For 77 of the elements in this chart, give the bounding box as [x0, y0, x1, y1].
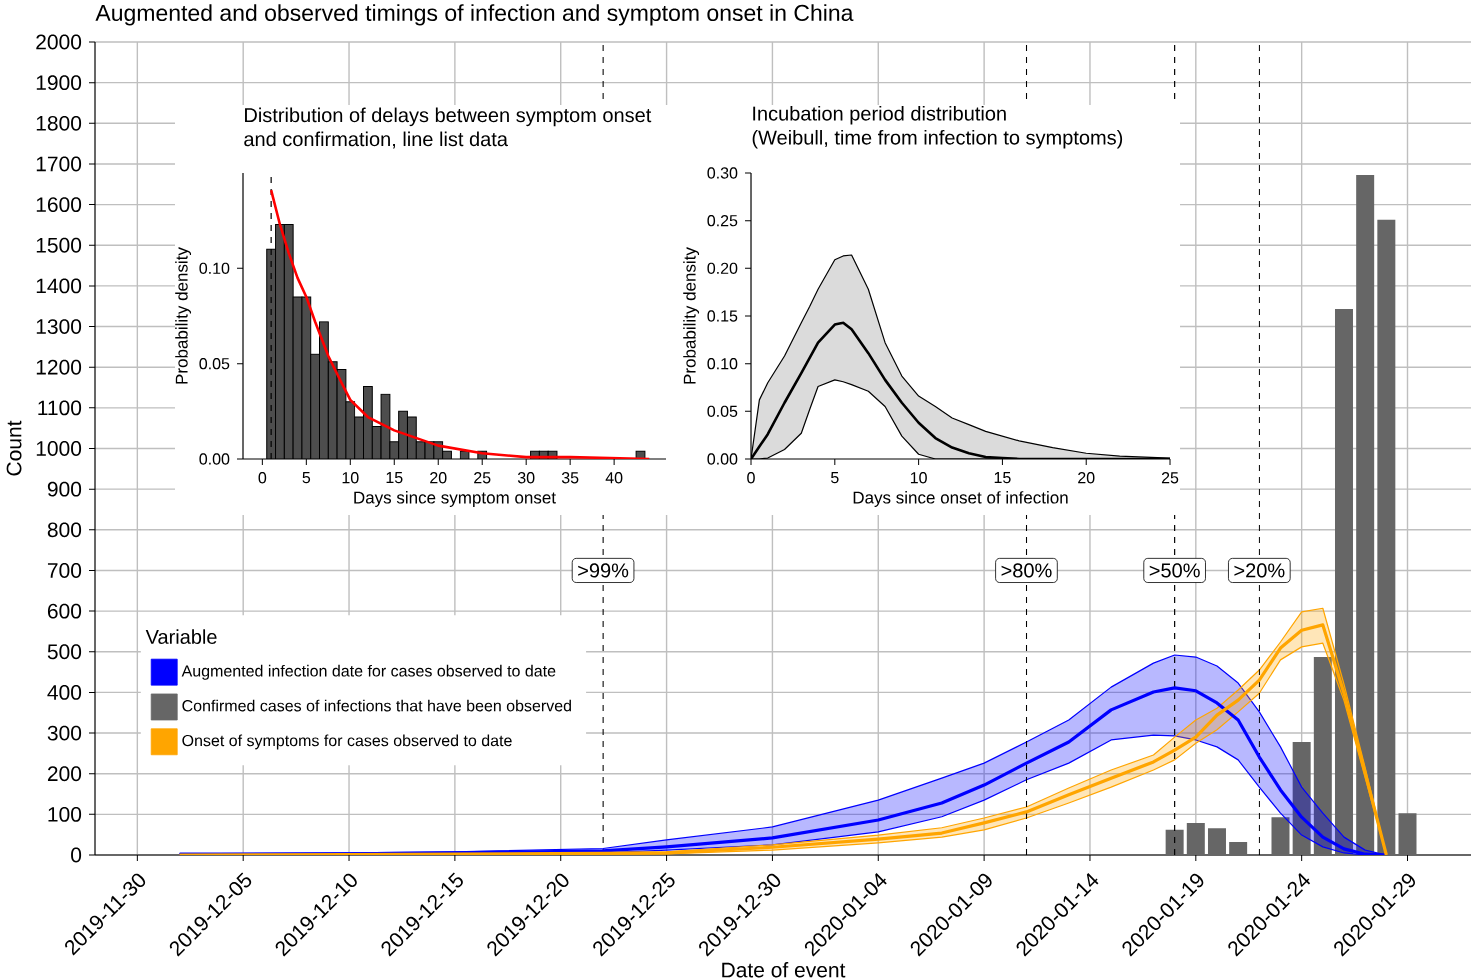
- y-tick-label: 1300: [36, 319, 82, 334]
- y-tick-label: 1000: [36, 441, 82, 456]
- x-tick-label: 35: [561, 472, 579, 484]
- y-tick-label: 2000: [36, 34, 82, 50]
- bar: [1229, 841, 1248, 855]
- y-tick-label: 0.00: [707, 453, 738, 465]
- y-axis-title: Count: [6, 420, 22, 476]
- y-tick-label: 200: [47, 766, 82, 782]
- y-tick-label: 1100: [38, 400, 82, 416]
- y-tick-label: 1500: [36, 237, 82, 253]
- x-tick-label: 5: [830, 472, 839, 484]
- bar: [1335, 309, 1353, 855]
- chart-title: Augmented and observed timings of infection and symptom onset in China: [95, 4, 854, 26]
- y-axis-title: Probability density: [683, 247, 700, 384]
- y-tick-label: 500: [47, 644, 82, 660]
- bar: [1398, 813, 1417, 855]
- bar: [1271, 817, 1290, 855]
- y-tick-label: 0.15: [707, 310, 738, 322]
- y-tick-label: 0.25: [707, 215, 738, 227]
- y-tick-label: 0.10: [199, 262, 230, 274]
- x-tick-label: 5: [302, 472, 311, 484]
- ref-line-label: >50%: [1149, 563, 1200, 578]
- x-axis-title: Days since onset of infection: [853, 491, 1068, 507]
- legend-title: Variable: [145, 629, 217, 644]
- y-tick-label: 1700: [36, 156, 82, 172]
- y-tick-label: 300: [47, 725, 82, 741]
- bar: [1377, 219, 1396, 855]
- y-tick-label: 700: [47, 563, 82, 578]
- x-tick-label: 25: [474, 472, 491, 484]
- x-tick-label: 20: [430, 472, 447, 484]
- y-tick-label: 0.30: [707, 167, 738, 179]
- y-tick-label: 0.05: [199, 358, 230, 370]
- legend-label: Confirmed cases of infections that have been observed: [182, 699, 571, 712]
- bar: [1165, 829, 1184, 855]
- x-axis-title: Date of event: [722, 962, 846, 978]
- chart-subtitle: (Weibull, time from infection to symptoms): [752, 129, 1123, 149]
- x-tick-label: 30: [517, 472, 535, 484]
- x-tick-label: 40: [605, 472, 623, 484]
- y-tick-label: 900: [47, 481, 82, 497]
- legend-label: Augmented infection date for cases observed to date: [181, 664, 556, 680]
- y-tick-label: 800: [47, 522, 82, 538]
- y-axis-title: Probability density: [175, 247, 192, 384]
- ref-line-label: >20%: [1234, 563, 1285, 578]
- bar: [1356, 174, 1375, 855]
- bar: [1186, 822, 1205, 855]
- x-tick-label: 25: [1161, 472, 1179, 484]
- y-tick-label: 400: [47, 684, 82, 700]
- x-tick-label: 10: [342, 472, 359, 484]
- y-tick-label: 0.10: [707, 358, 738, 370]
- x-tick-label: 15: [386, 472, 403, 484]
- y-tick-label: 0.20: [707, 262, 738, 274]
- x-tick-label: 15: [994, 472, 1011, 484]
- y-tick-label: 100: [48, 806, 82, 822]
- y-tick-label: 1400: [36, 278, 82, 294]
- y-tick-label: 1200: [36, 359, 82, 375]
- bar: [1207, 828, 1226, 855]
- x-tick-label: 0: [747, 472, 755, 484]
- x-axis-title: Days since symptom onset: [354, 491, 556, 507]
- y-tick-label: 600: [47, 603, 82, 619]
- x-tick-label: 10: [910, 472, 927, 484]
- y-tick-label: 1600: [36, 197, 82, 213]
- bar: [1292, 741, 1311, 855]
- ref-line-label: >99%: [578, 563, 629, 578]
- x-tick-label: 20: [1078, 472, 1095, 484]
- legend-label: Onset of symptoms for cases observed to date: [182, 734, 512, 750]
- chart-title: Incubation period distribution: [753, 105, 1006, 125]
- x-tick-label: 0: [258, 472, 267, 484]
- y-tick-label: 0.00: [199, 453, 230, 465]
- y-tick-label: 0.05: [707, 405, 738, 417]
- y-tick-label: 1800: [36, 115, 82, 131]
- y-tick-label: 0: [71, 847, 82, 863]
- chart-title: Distribution of delays between symptom onset: [245, 107, 652, 127]
- bar: [1313, 657, 1332, 855]
- y-tick-label: 1900: [36, 75, 82, 91]
- ref-line-label: >80%: [1001, 563, 1052, 578]
- line-series: [269, 188, 651, 459]
- chart-subtitle: and confirmation, line list data: [244, 131, 508, 149]
